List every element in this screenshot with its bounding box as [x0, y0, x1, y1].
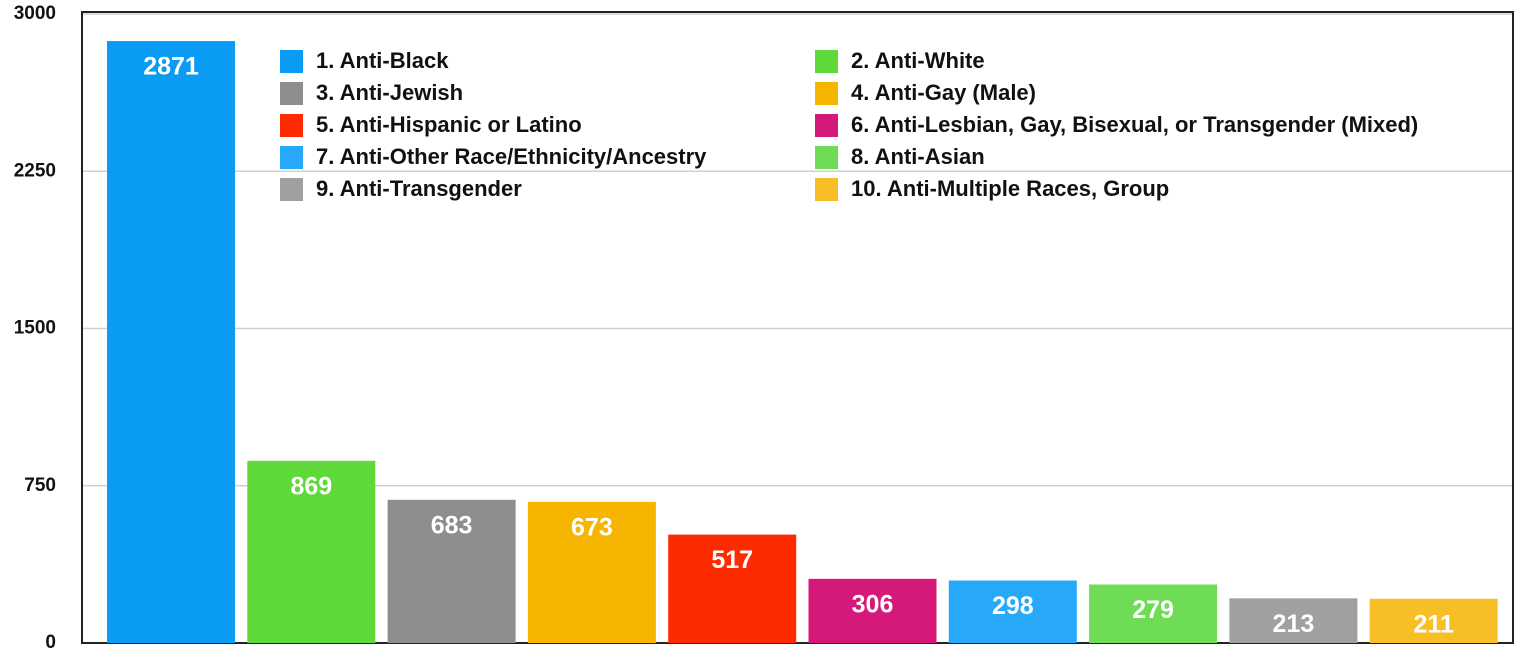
- data-label: 2871: [143, 53, 199, 81]
- bar: [948, 580, 1077, 643]
- legend-label: 2. Anti-White: [851, 48, 985, 73]
- y-tick-label: 750: [24, 475, 56, 496]
- data-label: 298: [992, 592, 1034, 620]
- legend-label: 6. Anti-Lesbian, Gay, Bisexual, or Trans…: [851, 112, 1418, 137]
- data-label: 683: [431, 511, 473, 539]
- legend-swatch: [280, 82, 303, 105]
- legend-swatch: [815, 50, 838, 73]
- legend-swatch: [280, 50, 303, 73]
- bar: [1089, 584, 1218, 643]
- data-label: 211: [1414, 610, 1454, 638]
- bar: [1229, 598, 1358, 643]
- data-label: 306: [852, 590, 894, 618]
- legend-label: 1. Anti-Black: [316, 48, 449, 73]
- legend-swatch: [815, 178, 838, 201]
- bar: [808, 578, 937, 643]
- bar: [668, 534, 797, 643]
- bar: [1369, 598, 1498, 643]
- legend-label: 9. Anti-Transgender: [316, 176, 522, 201]
- legend-label: 3. Anti-Jewish: [316, 80, 463, 105]
- bar: [527, 501, 656, 643]
- bar: [107, 41, 235, 644]
- legend-swatch: [280, 146, 303, 169]
- bar: [387, 499, 516, 643]
- data-label: 213: [1273, 610, 1315, 638]
- bar: [247, 460, 376, 643]
- legend-label: 10. Anti-Multiple Races, Group: [851, 176, 1169, 201]
- legend-swatch: [815, 146, 838, 169]
- data-label: 869: [290, 472, 332, 500]
- y-tick-label: 0: [45, 632, 56, 649]
- legend-swatch: [815, 82, 838, 105]
- y-tick-label: 1500: [14, 318, 56, 339]
- y-tick-label: 2250: [14, 160, 56, 181]
- legend-label: 7. Anti-Other Race/Ethnicity/Ancestry: [316, 144, 707, 169]
- data-label: 673: [571, 514, 613, 542]
- legend-swatch: [280, 114, 303, 137]
- legend-swatch: [815, 114, 838, 137]
- data-label: 279: [1132, 596, 1174, 624]
- legend-label: 5. Anti-Hispanic or Latino: [316, 112, 582, 137]
- y-tick-label: 3000: [14, 3, 56, 24]
- legend-swatch: [280, 178, 303, 201]
- legend-label: 8. Anti-Asian: [851, 144, 985, 169]
- plot-frame: [81, 11, 1514, 644]
- data-label: 517: [711, 546, 753, 574]
- legend-label: 4. Anti-Gay (Male): [851, 80, 1036, 105]
